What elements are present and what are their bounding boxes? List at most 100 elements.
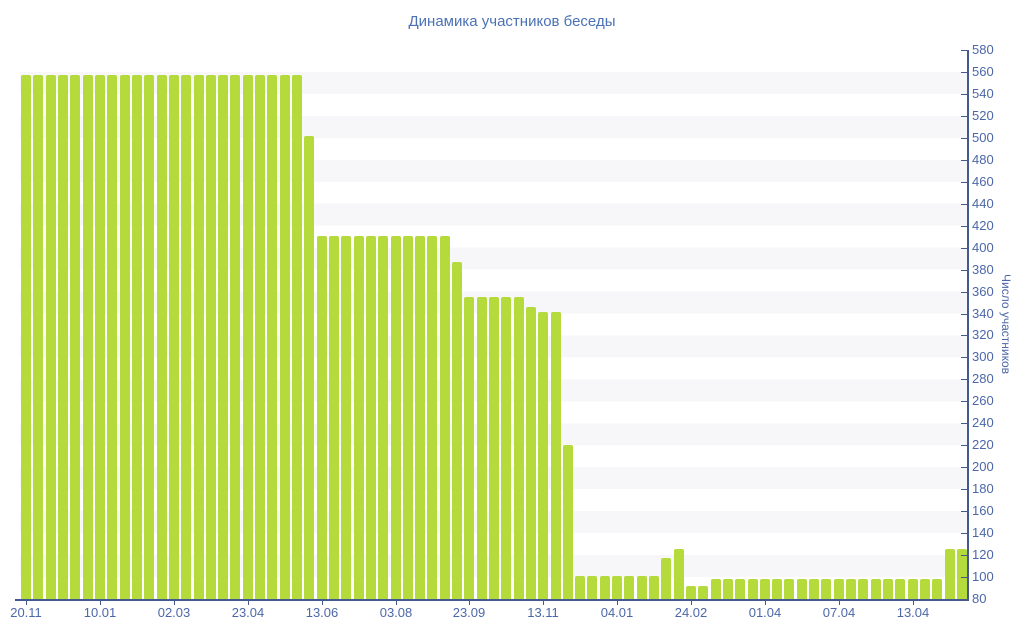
bar[interactable] <box>95 75 106 599</box>
bar[interactable] <box>107 75 118 599</box>
x-tick <box>543 601 544 605</box>
y-tick-label: 380 <box>972 262 994 277</box>
bar[interactable] <box>932 579 943 599</box>
y-tick-label: 100 <box>972 569 994 584</box>
bar[interactable] <box>230 75 241 599</box>
bar[interactable] <box>476 297 487 599</box>
bar[interactable] <box>255 75 266 599</box>
bar[interactable] <box>402 235 413 599</box>
bar[interactable] <box>636 575 647 599</box>
bar[interactable] <box>562 445 573 599</box>
bar[interactable] <box>131 75 142 599</box>
bar[interactable] <box>33 75 44 599</box>
bar[interactable] <box>735 579 746 599</box>
bar[interactable] <box>21 75 32 599</box>
bar[interactable] <box>538 312 549 599</box>
bar[interactable] <box>870 579 881 599</box>
bar[interactable] <box>144 75 155 599</box>
bar[interactable] <box>304 135 315 599</box>
x-tick <box>322 601 323 605</box>
bar[interactable] <box>649 575 660 599</box>
bar[interactable] <box>698 585 709 599</box>
bar[interactable] <box>70 75 81 599</box>
y-tick-label: 460 <box>972 174 994 189</box>
bar[interactable] <box>242 75 253 599</box>
bar[interactable] <box>193 75 204 599</box>
bar[interactable] <box>575 575 586 599</box>
x-tick <box>913 601 914 605</box>
y-tick <box>961 599 967 600</box>
bar[interactable] <box>956 548 967 599</box>
bar[interactable] <box>759 579 770 599</box>
y-tick-label: 300 <box>972 349 994 364</box>
bar[interactable] <box>279 75 290 599</box>
y-tick-label: 540 <box>972 86 994 101</box>
x-tick-label: 20.11 <box>10 605 42 620</box>
bar[interactable] <box>599 575 610 599</box>
bar[interactable] <box>119 75 130 599</box>
bar[interactable] <box>661 558 672 599</box>
bar[interactable] <box>415 235 426 599</box>
bar[interactable] <box>267 75 278 599</box>
bar[interactable] <box>550 312 561 599</box>
bar[interactable] <box>587 575 598 599</box>
bar[interactable] <box>919 579 930 599</box>
bar[interactable] <box>501 297 512 599</box>
bar[interactable] <box>710 579 721 599</box>
bar[interactable] <box>747 579 758 599</box>
bar[interactable] <box>858 579 869 599</box>
x-tick <box>617 601 618 605</box>
bar[interactable] <box>341 235 352 599</box>
bar[interactable] <box>390 235 401 599</box>
bar[interactable] <box>846 579 857 599</box>
bar[interactable] <box>784 579 795 599</box>
bar[interactable] <box>181 75 192 599</box>
bar[interactable] <box>82 75 93 599</box>
bar[interactable] <box>464 297 475 599</box>
bar[interactable] <box>525 306 536 599</box>
bar[interactable] <box>378 235 389 599</box>
bar[interactable] <box>45 75 56 599</box>
bar[interactable] <box>821 579 832 599</box>
y-tick-label: 480 <box>972 152 994 167</box>
bar[interactable] <box>168 75 179 599</box>
bar[interactable] <box>833 579 844 599</box>
y-tick <box>961 335 967 336</box>
bar[interactable] <box>353 235 364 599</box>
bar[interactable] <box>58 75 69 599</box>
bar[interactable] <box>328 235 339 599</box>
bar[interactable] <box>772 579 783 599</box>
bar[interactable] <box>673 548 684 599</box>
y-tick-label: 340 <box>972 306 994 321</box>
bar[interactable] <box>513 297 524 599</box>
y-tick <box>961 204 967 205</box>
bar[interactable] <box>685 585 696 599</box>
y-tick-label: 280 <box>972 371 994 386</box>
y-tick <box>961 248 967 249</box>
bar[interactable] <box>292 75 302 599</box>
bar[interactable] <box>722 579 733 599</box>
y-tick <box>961 182 967 183</box>
bar[interactable] <box>427 235 438 599</box>
bar[interactable] <box>624 575 635 599</box>
bar[interactable] <box>205 75 216 599</box>
y-tick-label: 400 <box>972 240 994 255</box>
bar[interactable] <box>489 297 499 599</box>
x-tick-label: 13.06 <box>305 605 339 620</box>
y-tick <box>961 423 967 424</box>
bar[interactable] <box>156 75 167 599</box>
bar[interactable] <box>796 579 807 599</box>
y-tick <box>961 511 967 512</box>
bar[interactable] <box>365 235 376 599</box>
bar[interactable] <box>316 235 327 599</box>
bar[interactable] <box>944 548 955 599</box>
bar[interactable] <box>809 579 820 599</box>
bar[interactable] <box>439 235 450 599</box>
bar[interactable] <box>907 579 918 599</box>
bar[interactable] <box>895 579 906 599</box>
bar[interactable] <box>882 579 893 599</box>
bar[interactable] <box>452 261 463 599</box>
bar[interactable] <box>612 575 623 599</box>
bar[interactable] <box>218 75 229 599</box>
